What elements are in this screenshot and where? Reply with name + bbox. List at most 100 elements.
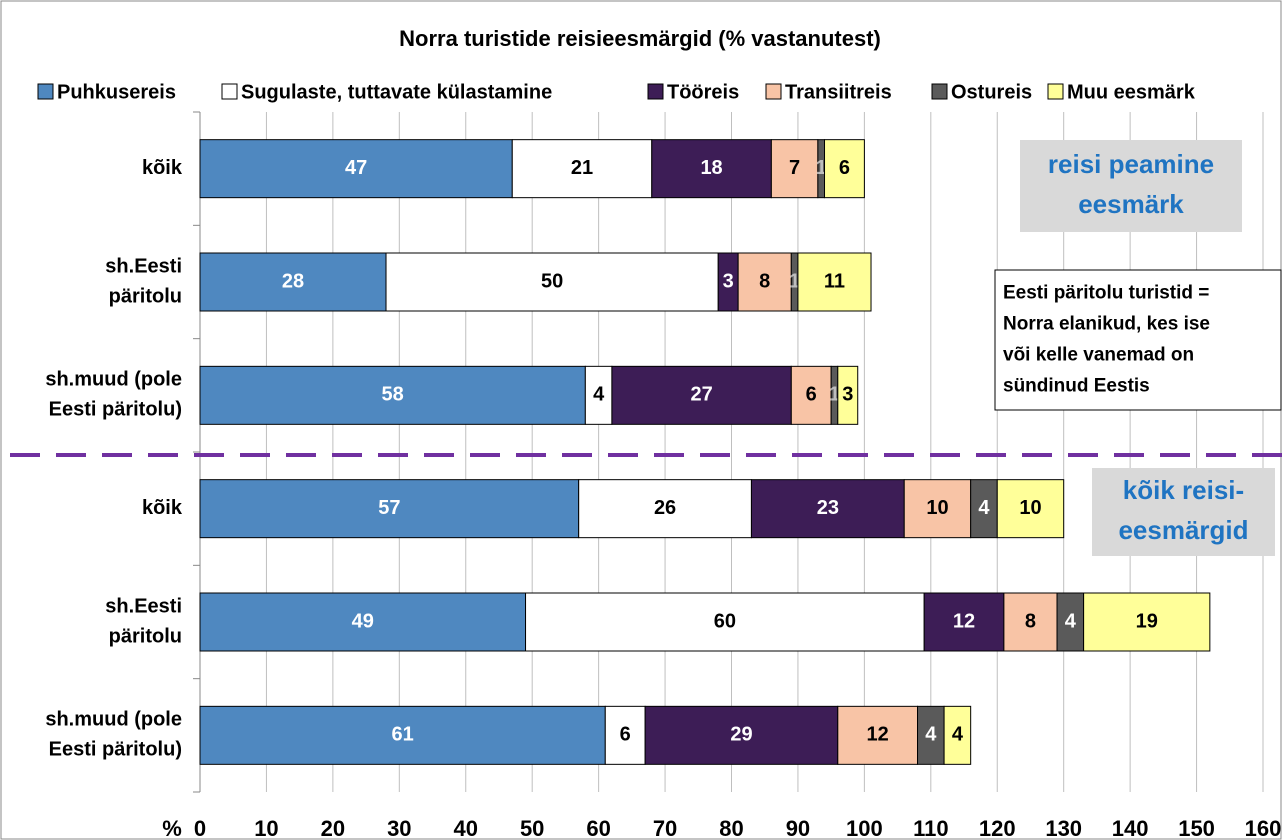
annotation: eesmärk bbox=[1078, 189, 1184, 219]
data-label: 6 bbox=[620, 724, 631, 746]
data-label: 10 bbox=[926, 497, 948, 519]
data-label: 58 bbox=[382, 384, 404, 406]
data-label: 21 bbox=[571, 157, 593, 179]
data-label: 6 bbox=[839, 157, 850, 179]
data-label: 4 bbox=[593, 384, 605, 406]
data-label: 4 bbox=[952, 724, 964, 746]
data-label: 18 bbox=[700, 157, 722, 179]
x-tick-label: 120 bbox=[979, 816, 1016, 840]
bar-segment bbox=[917, 705, 945, 765]
data-label: 19 bbox=[1136, 610, 1158, 632]
legend-label: Puhkusereis bbox=[57, 81, 176, 103]
x-tick-label: 30 bbox=[387, 816, 411, 840]
y-tick-label: sh.muud (pole bbox=[45, 369, 182, 391]
y-tick-label: Eesti päritolu) bbox=[49, 739, 182, 761]
x-tick-label: 150 bbox=[1178, 816, 1215, 840]
x-tick-label: 0 bbox=[194, 816, 206, 840]
bar-segment bbox=[651, 139, 772, 199]
y-tick-label: kõik bbox=[142, 497, 183, 519]
data-label: 27 bbox=[690, 384, 712, 406]
x-tick-label: 100 bbox=[846, 816, 883, 840]
data-label: 8 bbox=[1025, 610, 1036, 632]
bar-segment bbox=[903, 479, 972, 539]
bar-segment bbox=[824, 139, 865, 199]
y-tick-label: sh.Eesti bbox=[105, 595, 182, 617]
data-label: 12 bbox=[867, 724, 889, 746]
data-label: 8 bbox=[759, 270, 770, 292]
annotation: Norra elanikud, kes ise bbox=[1003, 314, 1210, 335]
y-tick-label: kõik bbox=[142, 157, 183, 179]
data-label: 12 bbox=[953, 610, 975, 632]
data-label: 49 bbox=[352, 610, 374, 632]
data-label: 6 bbox=[806, 384, 817, 406]
data-label: 29 bbox=[730, 724, 752, 746]
x-tick-label: 40 bbox=[454, 816, 478, 840]
data-label: 3 bbox=[723, 270, 734, 292]
y-tick-label: päritolu bbox=[109, 625, 182, 647]
legend-swatch bbox=[765, 83, 782, 100]
annotation: eesmärgid bbox=[1118, 515, 1248, 545]
legend-label: Transiitreis bbox=[785, 81, 892, 103]
data-label: 60 bbox=[714, 610, 736, 632]
annotation-box bbox=[1020, 140, 1242, 232]
legend-label: Tööreis bbox=[667, 81, 739, 103]
bar-segment bbox=[750, 479, 905, 539]
annotation: Eesti päritolu turistid = bbox=[1003, 283, 1209, 304]
y-tick-label: päritolu bbox=[109, 285, 182, 307]
bar-segment bbox=[199, 479, 580, 539]
y-tick-label: sh.muud (pole bbox=[45, 709, 182, 731]
bar-segment bbox=[996, 479, 1065, 539]
annotation: või kelle vanemad on bbox=[1003, 345, 1194, 366]
bar-segment bbox=[584, 365, 613, 425]
bar-segment bbox=[199, 252, 387, 312]
data-label: 3 bbox=[842, 384, 853, 406]
data-label: 50 bbox=[541, 270, 563, 292]
annotation: reisi peamine bbox=[1048, 149, 1214, 179]
data-label: 4 bbox=[1065, 610, 1077, 632]
bar-segment bbox=[578, 479, 752, 539]
legend-label: Muu eesmärk bbox=[1067, 81, 1196, 103]
bar-segment bbox=[943, 705, 972, 765]
bar-segment bbox=[385, 252, 719, 312]
y-tick-label: Eesti päritolu) bbox=[49, 399, 182, 421]
data-label: 1 bbox=[789, 270, 800, 292]
bar-segment bbox=[797, 252, 872, 312]
bar-segment bbox=[923, 592, 1005, 652]
bar-segment bbox=[837, 365, 859, 425]
data-label: 61 bbox=[392, 724, 414, 746]
data-label: 10 bbox=[1019, 497, 1041, 519]
chart-title: Norra turistide reisieesmärgid (% vastan… bbox=[399, 26, 881, 51]
x-tick-label: 50 bbox=[520, 816, 544, 840]
legend-swatch bbox=[931, 83, 948, 100]
x-tick-label: 20 bbox=[321, 816, 345, 840]
legend-swatch bbox=[221, 83, 238, 100]
data-label: 23 bbox=[817, 497, 839, 519]
bar-segment bbox=[970, 479, 998, 539]
x-tick-label: 70 bbox=[653, 816, 677, 840]
data-label: 28 bbox=[282, 270, 304, 292]
legend-swatch bbox=[1047, 83, 1064, 100]
data-label: 11 bbox=[824, 270, 845, 292]
bar-segment bbox=[644, 705, 839, 765]
legend-label: Sugulaste, tuttavate külastamine bbox=[241, 81, 552, 103]
data-label: 1 bbox=[816, 157, 827, 179]
annotation-box bbox=[1092, 468, 1275, 556]
x-tick-label: 160 bbox=[1245, 816, 1282, 840]
data-label: 4 bbox=[925, 724, 937, 746]
annotation: sündinud Eestis bbox=[1003, 376, 1150, 397]
bar-segment bbox=[1056, 592, 1085, 652]
x-tick-label: 10 bbox=[254, 816, 278, 840]
data-label: 4 bbox=[978, 497, 990, 519]
x-axis-label: % bbox=[162, 816, 182, 840]
legend-swatch bbox=[647, 83, 664, 100]
data-label: 7 bbox=[789, 157, 800, 179]
data-label: 1 bbox=[829, 384, 840, 406]
x-tick-label: 90 bbox=[786, 816, 810, 840]
bar-segment bbox=[1003, 592, 1058, 652]
x-tick-label: 140 bbox=[1112, 816, 1149, 840]
bar-segment bbox=[837, 705, 919, 765]
bar-segment bbox=[199, 365, 586, 425]
annotation-box bbox=[994, 269, 1282, 411]
legend-swatch bbox=[37, 83, 54, 100]
